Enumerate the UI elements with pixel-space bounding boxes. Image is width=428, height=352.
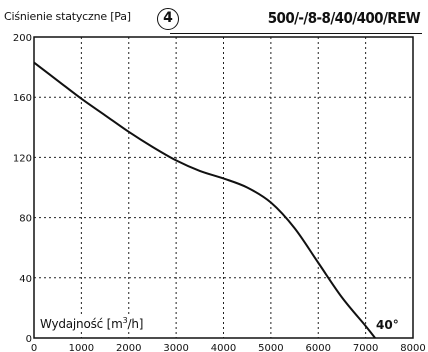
x-tick-label: 3000 [163, 343, 188, 352]
x-tick-label: 1000 [69, 343, 94, 352]
curve-number-badge: 4 [157, 8, 179, 30]
x-tick-label: 2000 [116, 343, 141, 352]
x-tick-label: 8000 [400, 343, 425, 352]
y-tick-label: 120 [13, 153, 32, 164]
y-tick-label: 80 [19, 214, 32, 225]
x-tick-label: 6000 [306, 343, 331, 352]
y-axis-title: Ciśnienie statyczne [Pa] [4, 10, 131, 23]
y-tick-label: 0 [26, 334, 32, 345]
y-tick-label: 160 [13, 93, 32, 104]
plot-frame [33, 36, 414, 339]
x-tick-label: 0 [31, 343, 37, 352]
curve-angle-label: 40° [376, 318, 399, 332]
y-tick-label: 200 [13, 33, 32, 44]
x-tick-label: 5000 [258, 343, 283, 352]
header-underline [170, 33, 422, 34]
y-tick-label: 40 [19, 274, 32, 285]
series-line [33, 61, 376, 339]
x-axis-title: Wydajność [m3/h] [38, 316, 146, 331]
x-tick-label: 7000 [353, 343, 378, 352]
x-tick-label: 4000 [211, 343, 236, 352]
fan-model-code: 500/-/8-8/40/400/REW [267, 9, 421, 27]
